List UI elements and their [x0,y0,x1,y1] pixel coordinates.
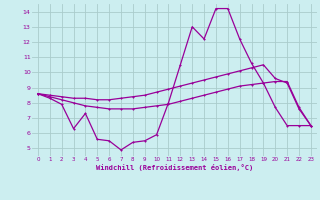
X-axis label: Windchill (Refroidissement éolien,°C): Windchill (Refroidissement éolien,°C) [96,164,253,171]
